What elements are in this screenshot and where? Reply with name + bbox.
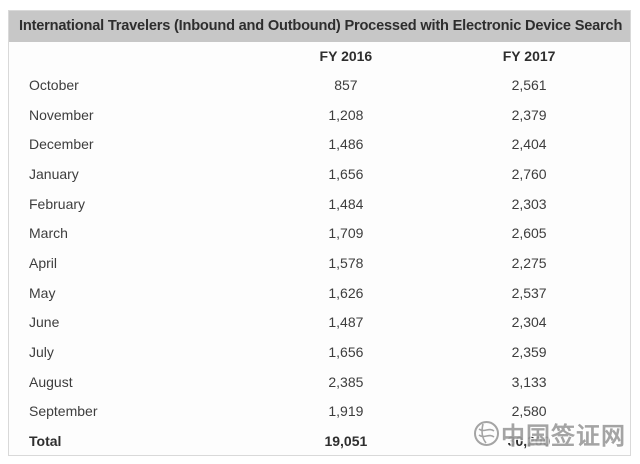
fy2016-cell: 1,578: [328, 254, 364, 271]
fy2017-cell: 30,200: [507, 433, 551, 450]
travelers-table-card: International Travelers (Inbound and Out…: [8, 10, 631, 456]
fy2016-cell: 1,656: [328, 165, 364, 182]
fy2017-cell: 2,304: [511, 314, 547, 331]
table-row: October 857 2,561: [9, 70, 630, 100]
table-row: November 1,208 2,379: [9, 100, 630, 130]
fy2017-cell: 2,605: [511, 225, 547, 242]
col-header-month: [9, 42, 264, 70]
fy2016-cell: 1,626: [328, 284, 364, 301]
fy2017-cell: 2,561: [511, 76, 547, 93]
col-header-fy2016: FY 2016: [319, 48, 373, 64]
fy2017-cell: 2,275: [511, 254, 547, 271]
month-cell: March: [29, 225, 68, 242]
travelers-table: FY 2016 FY 2017 October 857 2,561 November 1…: [9, 42, 630, 456]
month-cell: April: [29, 254, 58, 271]
month-cell: September: [29, 403, 98, 420]
month-cell: December: [29, 136, 94, 153]
fy2017-cell: 2,404: [511, 136, 547, 153]
table-total-row: Total 19,051 30,200: [9, 426, 630, 456]
month-cell: August: [29, 373, 73, 390]
fy2016-cell: 1,919: [328, 403, 364, 420]
fy2017-cell: 2,760: [511, 165, 547, 182]
fy2017-cell: 2,303: [511, 195, 547, 212]
month-cell: January: [29, 165, 79, 182]
month-cell: November: [29, 106, 94, 123]
fy2017-cell: 2,537: [511, 284, 547, 301]
table-row: July 1,656 2,359: [9, 337, 630, 367]
fy2016-cell: 857: [334, 76, 358, 93]
table-row: September 1,919 2,580: [9, 397, 630, 427]
fy2017-cell: 3,133: [511, 373, 547, 390]
month-cell: February: [29, 195, 86, 212]
table-row: May 1,626 2,537: [9, 278, 630, 308]
table-header-row: FY 2016 FY 2017: [9, 42, 630, 70]
fy2017-cell: 2,379: [511, 106, 547, 123]
table-row: August 2,385 3,133: [9, 367, 630, 397]
fy2016-cell: 19,051: [324, 433, 368, 450]
table-row: June 1,487 2,304: [9, 308, 630, 338]
fy2017-cell: 2,580: [511, 403, 547, 420]
table-row: January 1,656 2,760: [9, 159, 630, 189]
table-row: March 1,709 2,605: [9, 218, 630, 248]
fy2016-cell: 1,656: [328, 344, 364, 361]
table-row: April 1,578 2,275: [9, 248, 630, 278]
fy2016-cell: 1,486: [328, 136, 364, 153]
fy2016-cell: 1,709: [328, 225, 364, 242]
month-cell: October: [29, 76, 79, 93]
month-cell: Total: [29, 433, 62, 450]
fy2016-cell: 2,385: [328, 373, 364, 390]
fy2017-cell: 2,359: [511, 344, 547, 361]
col-header-fy2017: FY 2017: [502, 48, 556, 64]
fy2016-cell: 1,484: [328, 195, 364, 212]
fy2016-cell: 1,487: [328, 314, 364, 331]
month-cell: May: [29, 284, 56, 301]
table-title: International Travelers (Inbound and Out…: [9, 11, 630, 42]
month-cell: June: [29, 314, 60, 331]
fy2016-cell: 1,208: [328, 106, 364, 123]
month-cell: July: [29, 344, 54, 361]
table-row: December 1,486 2,404: [9, 129, 630, 159]
table-row: February 1,484 2,303: [9, 189, 630, 219]
